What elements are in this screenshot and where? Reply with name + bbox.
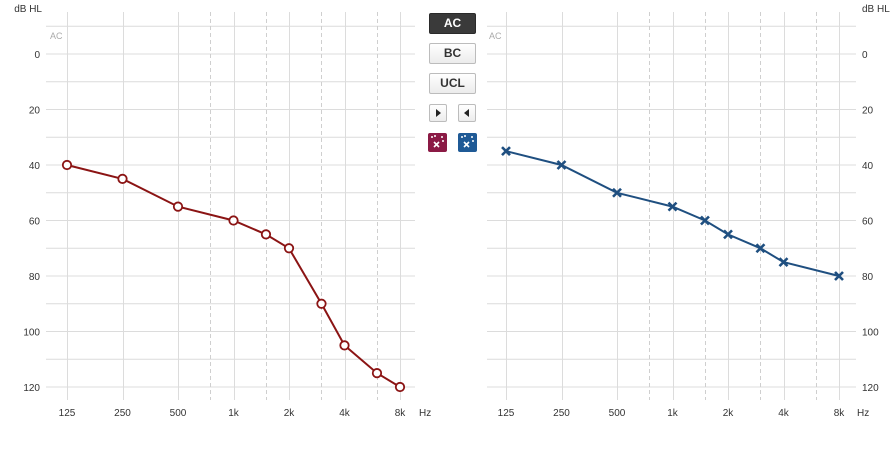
data-point-cross bbox=[778, 257, 789, 268]
corner-label: AC bbox=[489, 31, 502, 41]
data-point-circle bbox=[283, 243, 295, 254]
y-tick-label: 80 bbox=[29, 272, 41, 283]
x-tick-label: 500 bbox=[609, 408, 626, 419]
y-tick-label: 120 bbox=[23, 383, 40, 394]
triangle-right-icon bbox=[436, 109, 441, 117]
data-point-cross bbox=[700, 215, 710, 226]
y-tick-label: 40 bbox=[29, 161, 41, 172]
y-tick-label: 0 bbox=[34, 50, 40, 61]
y-tick-label: 20 bbox=[29, 106, 41, 117]
masked-symbol-icon bbox=[431, 135, 444, 148]
triangle-left-icon bbox=[464, 109, 469, 117]
x-tick-label: 1k bbox=[667, 408, 679, 419]
y-tick-label: 0 bbox=[862, 50, 868, 61]
data-point-circle bbox=[394, 381, 406, 393]
data-point-circle bbox=[339, 340, 350, 351]
masked-symbol-icon bbox=[461, 135, 474, 148]
bc-button[interactable]: BC bbox=[429, 43, 476, 64]
right-ear-symbol-icon[interactable] bbox=[428, 133, 447, 152]
data-point-circle bbox=[316, 298, 327, 309]
data-point-circle bbox=[260, 229, 272, 240]
left-ear-audiogram: 0 20 40 60 80 100 120 dB HL AC 125 250 500 1k 2k 4k 8k H… bbox=[487, 4, 890, 419]
x-tick-label: 2k bbox=[723, 408, 735, 419]
x-tick-label: 250 bbox=[114, 408, 131, 419]
x-tick-label: 500 bbox=[170, 408, 187, 419]
x-tick-label: 4k bbox=[778, 408, 790, 419]
x-unit-label: Hz bbox=[857, 408, 869, 419]
y-tick-label: 100 bbox=[23, 328, 40, 339]
ucl-button[interactable]: UCL bbox=[429, 73, 476, 94]
data-point-cross bbox=[755, 243, 766, 254]
y-tick-label: 60 bbox=[862, 217, 874, 228]
y-tick-label: 20 bbox=[862, 106, 874, 117]
y-tick-label: 100 bbox=[862, 328, 879, 339]
data-point-cross bbox=[667, 201, 678, 212]
right-ear-audiogram: 0 20 40 60 80 100 120 dB HL AC 125 250 500 1k 2k 4k 8k H… bbox=[14, 4, 431, 419]
series-line bbox=[505, 150, 840, 277]
x-tick-label: 4k bbox=[339, 408, 351, 419]
corner-label: AC bbox=[50, 31, 63, 41]
x-tick-label: 125 bbox=[498, 408, 515, 419]
data-point-cross bbox=[501, 146, 511, 157]
data-point-circle bbox=[228, 215, 239, 226]
y-axis-title: dB HL bbox=[14, 4, 42, 15]
y-tick-label: 120 bbox=[862, 383, 879, 394]
x-tick-label: 125 bbox=[59, 408, 76, 419]
play-right-icon[interactable] bbox=[429, 104, 447, 122]
x-tick-label: 2k bbox=[284, 408, 296, 419]
left-ear-symbol-icon[interactable] bbox=[458, 133, 477, 152]
data-point-circle bbox=[61, 159, 73, 171]
data-point-cross bbox=[834, 271, 844, 281]
x-tick-label: 8k bbox=[834, 408, 846, 419]
data-point-cross bbox=[723, 229, 733, 240]
y-tick-label: 40 bbox=[862, 161, 874, 172]
series-line bbox=[66, 164, 401, 388]
data-point-circle bbox=[172, 201, 184, 212]
data-point-circle bbox=[371, 368, 383, 379]
y-tick-label: 80 bbox=[862, 272, 874, 283]
x-tick-label: 1k bbox=[228, 408, 240, 419]
data-point-cross bbox=[556, 160, 567, 170]
x-tick-label: 250 bbox=[553, 408, 570, 419]
ac-button[interactable]: AC bbox=[429, 13, 476, 34]
data-point-cross bbox=[612, 187, 622, 198]
data-point-circle bbox=[117, 173, 128, 184]
x-tick-label: 8k bbox=[395, 408, 407, 419]
play-left-icon[interactable] bbox=[458, 104, 476, 122]
y-axis-title: dB HL bbox=[862, 4, 890, 15]
y-tick-label: 60 bbox=[29, 217, 41, 228]
x-unit-label: Hz bbox=[419, 408, 431, 419]
